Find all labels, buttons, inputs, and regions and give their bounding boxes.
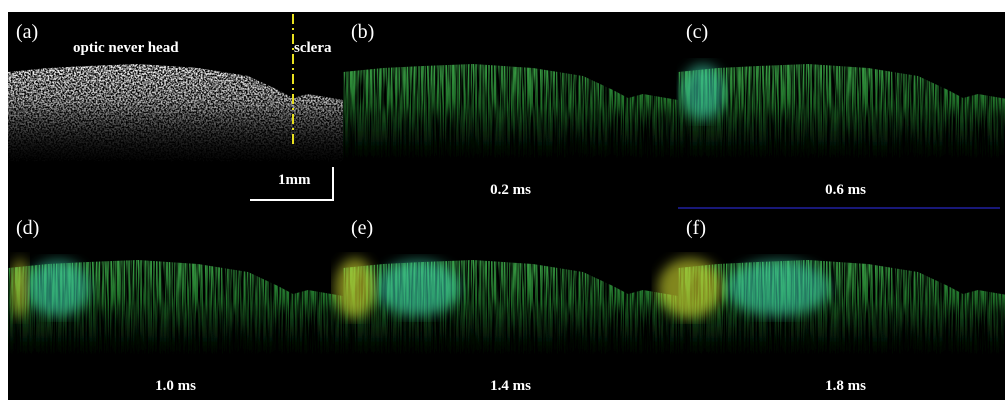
signal-yellow [335, 258, 375, 318]
signal-yellow [658, 258, 722, 318]
time-label: 0.6 ms [825, 182, 866, 198]
panel-label: (b) [351, 21, 374, 43]
signal-cyan [376, 260, 460, 316]
time-label: 0.2 ms [490, 182, 531, 198]
region-label: optic never head [73, 40, 179, 56]
region-label: sclera [294, 40, 332, 56]
panel-label: (d) [16, 217, 39, 239]
time-label: 1.8 ms [825, 378, 866, 394]
signal-cyan [726, 260, 830, 316]
signal-cyan [26, 260, 90, 316]
panel-label: (e) [351, 217, 373, 239]
page: optic never head sclera 1mm (a) 0.2 ms (b) 0.6… [0, 0, 1005, 400]
signal-yellow [12, 258, 28, 318]
panel-label: (f) [686, 217, 706, 239]
panel-label: (c) [686, 21, 708, 43]
time-label: 1.0 ms [155, 378, 196, 394]
scale-label: 1mm [278, 172, 311, 188]
panel-label: (a) [16, 21, 38, 43]
figure: optic never head sclera 1mm (a) 0.2 ms (b) 0.6… [0, 0, 1005, 400]
signal-cyan [681, 64, 725, 120]
time-label: 1.4 ms [490, 378, 531, 394]
